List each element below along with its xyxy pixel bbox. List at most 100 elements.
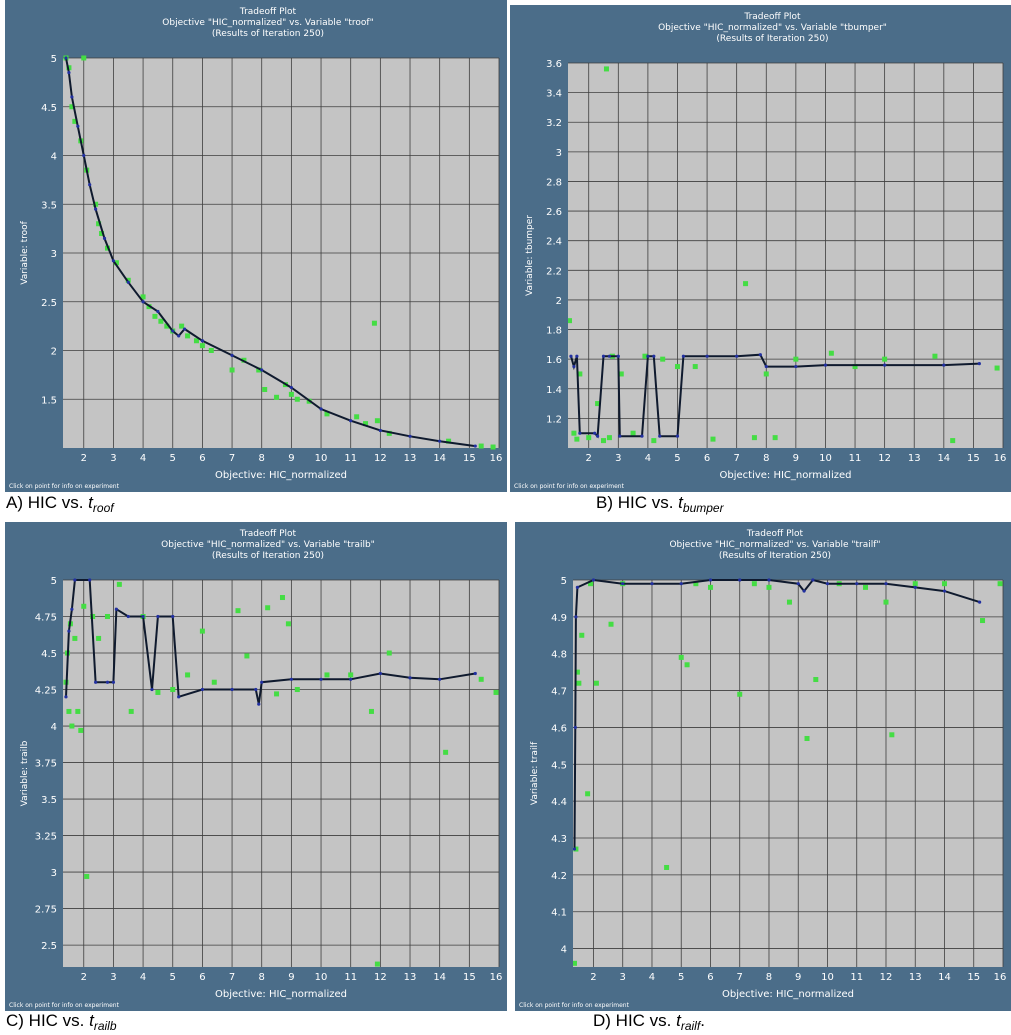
caption-sub: roof (92, 501, 114, 515)
x-tick-label: 14 (433, 453, 446, 464)
x-tick-label: 6 (707, 972, 713, 983)
front-point (675, 434, 680, 438)
y-tick-label: 3.25 (35, 832, 57, 843)
data-point (692, 364, 698, 370)
front-point (378, 671, 382, 676)
data-point (585, 791, 591, 797)
front-point (607, 354, 612, 358)
y-axis-label: Variable: trailb (20, 740, 30, 806)
data-point (185, 672, 191, 678)
front-point (289, 385, 293, 390)
front-point (652, 354, 656, 358)
front-point (141, 614, 145, 619)
front-point (230, 687, 234, 692)
x-tick-label: 8 (763, 453, 769, 464)
front-point (349, 419, 353, 423)
data-point (674, 364, 680, 370)
y-tick-label: 3.6 (546, 59, 562, 70)
data-point (603, 66, 609, 72)
data-point (294, 396, 300, 402)
caption-prefix: D) HIC vs. (593, 1011, 677, 1030)
data-point (158, 318, 164, 324)
data-point (941, 581, 947, 587)
y-tick-label: 3.75 (35, 759, 57, 770)
data-point (69, 723, 75, 729)
data-point (81, 603, 87, 609)
front-point (640, 434, 644, 438)
data-point (294, 687, 300, 693)
footer-note: Click on point for info on experiment (9, 483, 120, 490)
data-point (997, 581, 1003, 587)
data-point (128, 708, 134, 714)
y-tick-label: 2 (51, 347, 57, 358)
data-point (193, 338, 199, 344)
plot-panel-c: Tradeoff Plot Objective "HIC_normalized" … (5, 522, 507, 1011)
front-point (177, 334, 181, 338)
data-point (751, 581, 757, 587)
caption-var: t (676, 1011, 681, 1030)
front-point (913, 585, 917, 589)
front-point (94, 207, 98, 211)
front-point (658, 434, 662, 438)
data-point (763, 371, 769, 377)
data-point (863, 584, 869, 590)
data-point (363, 421, 369, 427)
y-tick-label: 5 (51, 54, 57, 65)
data-point (235, 608, 241, 614)
y-axis-label: Variable: troof (20, 220, 30, 284)
y-tick-label: 1.2 (546, 414, 562, 425)
front-point (64, 695, 68, 699)
front-point (319, 407, 323, 411)
data-point (813, 677, 819, 683)
front-line (573, 578, 980, 850)
data-point (75, 708, 81, 714)
front-point (64, 56, 68, 60)
y-axis-label: Variable: tbumper (525, 215, 535, 296)
data-point (678, 654, 684, 660)
front-point (102, 236, 107, 240)
data-point (104, 614, 110, 620)
front-point (177, 695, 181, 699)
x-tick-label: 15 (967, 972, 980, 983)
y-tick-label: 4.9 (551, 613, 567, 624)
chart-title-line: Objective "HIC_normalized" vs. Variable … (669, 540, 880, 550)
data-point (586, 435, 592, 441)
x-tick-label: 5 (674, 453, 680, 464)
y-tick-label: 4.5 (41, 103, 57, 114)
front-point (183, 327, 187, 331)
data-point (882, 356, 888, 362)
data-point (793, 356, 799, 362)
data-layer (63, 55, 496, 450)
data-point (208, 348, 214, 353)
data-point (262, 387, 268, 392)
front-point (681, 354, 686, 358)
front-point (111, 680, 116, 684)
y-tick-label: 4 (51, 722, 57, 733)
data-point (354, 414, 360, 420)
x-tick-label: 5 (170, 453, 176, 464)
x-tick-label: 16 (994, 972, 1007, 983)
chart-title-line: (Results of Iteration 250) (212, 29, 324, 39)
chart-title-line: Tradeoff Plot (239, 529, 297, 539)
front-point (942, 589, 947, 593)
x-tick-label: 16 (490, 972, 503, 983)
x-tick-label: 14 (433, 972, 446, 983)
data-point (642, 353, 648, 359)
x-tick-label: 2 (81, 453, 87, 464)
front-point (884, 582, 888, 586)
plot-panel-b: Tradeoff Plot Objective "HIC_normalized" … (510, 5, 1011, 492)
x-tick-label: 12 (880, 972, 893, 983)
data-point (140, 294, 146, 300)
x-axis-label: Objective: HIC_normalized (215, 989, 347, 1000)
front-point (171, 329, 175, 333)
front-point (408, 434, 412, 438)
front-point (200, 687, 205, 692)
x-tick-label: 11 (849, 453, 862, 464)
y-tick-label: 4.4 (551, 797, 567, 808)
caption-suffix: . (700, 1011, 705, 1030)
data-point (99, 231, 105, 236)
